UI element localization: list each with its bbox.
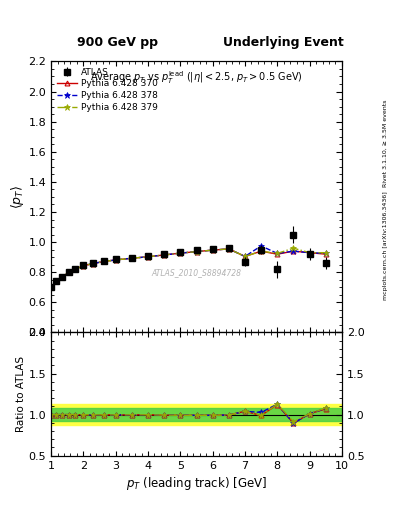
Pythia 6.428 370 [73, 266, 78, 272]
Pythia 6.428 379 [91, 261, 95, 267]
Pythia 6.428 370 [81, 263, 86, 269]
Y-axis label: $\langle p_T \rangle$: $\langle p_T \rangle$ [9, 185, 26, 209]
Pythia 6.428 370 [53, 278, 58, 284]
Pythia 6.428 378 [242, 253, 247, 260]
Pythia 6.428 379 [49, 284, 53, 290]
Pythia 6.428 370 [242, 253, 247, 260]
Text: Underlying Event: Underlying Event [222, 36, 343, 49]
Text: mcplots.cern.ch [arXiv:1306.3436]: mcplots.cern.ch [arXiv:1306.3436] [383, 191, 388, 300]
Pythia 6.428 378 [226, 246, 231, 252]
X-axis label: $p_T$ (leading track) [GeV]: $p_T$ (leading track) [GeV] [126, 475, 267, 492]
Pythia 6.428 378 [102, 259, 107, 265]
Pythia 6.428 379 [226, 246, 231, 252]
Pythia 6.428 379 [242, 253, 247, 260]
Pythia 6.428 370 [102, 259, 107, 265]
Pythia 6.428 370 [275, 251, 280, 257]
Text: Average $p_T$ vs $p_T^{\mathrm{lead}}$ ($|\eta| < 2.5$, $p_T > 0.5$ GeV): Average $p_T$ vs $p_T^{\mathrm{lead}}$ (… [90, 70, 303, 87]
Pythia 6.428 379 [291, 245, 296, 251]
Pythia 6.428 378 [307, 250, 312, 256]
Line: Pythia 6.428 378: Pythia 6.428 378 [48, 243, 329, 290]
Pythia 6.428 370 [323, 251, 328, 257]
Pythia 6.428 379 [323, 250, 328, 256]
Pythia 6.428 378 [73, 266, 78, 272]
Pythia 6.428 370 [113, 257, 118, 263]
Text: ATLAS_2010_S8894728: ATLAS_2010_S8894728 [151, 268, 242, 278]
Pythia 6.428 378 [275, 250, 280, 257]
Pythia 6.428 378 [130, 255, 134, 261]
Line: Pythia 6.428 370: Pythia 6.428 370 [49, 246, 328, 290]
Pythia 6.428 379 [113, 257, 118, 263]
Pythia 6.428 379 [178, 250, 183, 256]
Pythia 6.428 379 [73, 266, 78, 272]
Pythia 6.428 370 [307, 250, 312, 256]
Line: Pythia 6.428 379: Pythia 6.428 379 [48, 245, 329, 290]
Pythia 6.428 379 [81, 263, 86, 269]
Pythia 6.428 379 [259, 248, 263, 254]
Text: 900 GeV pp: 900 GeV pp [77, 36, 158, 49]
Pythia 6.428 379 [53, 278, 58, 284]
Pythia 6.428 370 [49, 284, 53, 290]
Pythia 6.428 370 [146, 253, 151, 260]
Pythia 6.428 370 [66, 269, 71, 275]
Pythia 6.428 379 [162, 252, 167, 258]
Pythia 6.428 379 [130, 255, 134, 261]
Pythia 6.428 370 [60, 274, 65, 280]
Pythia 6.428 370 [194, 248, 199, 254]
Pythia 6.428 370 [291, 248, 296, 254]
Pythia 6.428 370 [210, 247, 215, 253]
Pythia 6.428 378 [146, 253, 151, 260]
Pythia 6.428 370 [162, 252, 167, 258]
Pythia 6.428 378 [178, 250, 183, 256]
Pythia 6.428 370 [259, 248, 263, 254]
Pythia 6.428 378 [113, 257, 118, 263]
Pythia 6.428 379 [146, 253, 151, 260]
Pythia 6.428 378 [49, 284, 53, 290]
Pythia 6.428 379 [194, 248, 199, 254]
Pythia 6.428 378 [53, 278, 58, 284]
Pythia 6.428 378 [60, 274, 65, 280]
Pythia 6.428 379 [60, 274, 65, 280]
Pythia 6.428 378 [194, 248, 199, 254]
Pythia 6.428 378 [66, 269, 71, 275]
Pythia 6.428 378 [259, 243, 263, 249]
Pythia 6.428 370 [178, 250, 183, 256]
Pythia 6.428 378 [81, 263, 86, 269]
Pythia 6.428 378 [91, 261, 95, 267]
Pythia 6.428 370 [226, 246, 231, 252]
Pythia 6.428 378 [323, 250, 328, 257]
Pythia 6.428 378 [291, 248, 296, 254]
Pythia 6.428 370 [130, 255, 134, 261]
Pythia 6.428 370 [91, 261, 95, 267]
Pythia 6.428 378 [162, 252, 167, 258]
Text: Rivet 3.1.10, ≥ 3.5M events: Rivet 3.1.10, ≥ 3.5M events [383, 100, 388, 187]
Pythia 6.428 379 [210, 247, 215, 253]
Pythia 6.428 379 [66, 269, 71, 275]
Pythia 6.428 379 [102, 259, 107, 265]
Pythia 6.428 379 [307, 250, 312, 256]
Pythia 6.428 378 [210, 247, 215, 253]
Legend: ATLAS, Pythia 6.428 370, Pythia 6.428 378, Pythia 6.428 379: ATLAS, Pythia 6.428 370, Pythia 6.428 37… [55, 66, 160, 114]
Pythia 6.428 379 [275, 250, 280, 257]
Y-axis label: Ratio to ATLAS: Ratio to ATLAS [16, 356, 26, 432]
